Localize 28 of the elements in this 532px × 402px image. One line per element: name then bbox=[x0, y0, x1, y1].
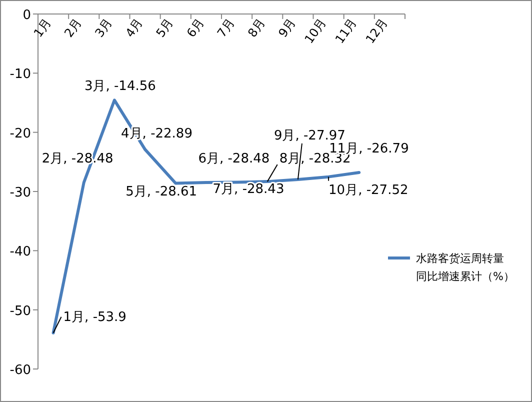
x-tick-label: 4月 bbox=[122, 16, 146, 40]
y-tick-label: -60 bbox=[10, 363, 31, 378]
y-tick-label: -40 bbox=[10, 244, 31, 260]
legend-label: 水路客货运周转量同比增速累计（%） bbox=[416, 252, 514, 283]
x-tick-label: 11月 bbox=[332, 16, 360, 46]
data-label: 3月, -14.56 bbox=[84, 79, 156, 94]
x-tick-label: 7月 bbox=[214, 16, 238, 40]
data-label: 6月, -28.48 bbox=[198, 152, 270, 167]
line-series bbox=[52, 98, 361, 334]
x-tick-label: 3月 bbox=[92, 16, 115, 40]
y-tick-label: -30 bbox=[10, 186, 31, 200]
y-tick-label: -20 bbox=[10, 126, 31, 142]
y-tick-label: 0 bbox=[22, 8, 31, 23]
x-tick-label: 1月 bbox=[31, 16, 54, 40]
x-tick-label: 2月 bbox=[62, 16, 84, 40]
x-tick-label: 5月 bbox=[153, 16, 176, 40]
data-label: 5月, -28.61 bbox=[126, 184, 198, 200]
y-tick-label: -50 bbox=[10, 304, 31, 319]
x-tick-label: 8月 bbox=[245, 16, 268, 40]
data-label: 10月, -27.52 bbox=[328, 182, 408, 198]
data-label: 9月, -27.97 bbox=[274, 128, 346, 144]
x-tick-label: 12月 bbox=[363, 16, 390, 46]
y-tick-label: -10 bbox=[10, 67, 31, 82]
x-tick-label: 6月 bbox=[184, 16, 207, 40]
x-tick-label: 10月 bbox=[302, 16, 329, 46]
data-label: 1月, -53.9 bbox=[63, 310, 126, 325]
data-label: 7月, -28.43 bbox=[212, 182, 284, 198]
x-tick-label: 9月 bbox=[276, 16, 298, 40]
